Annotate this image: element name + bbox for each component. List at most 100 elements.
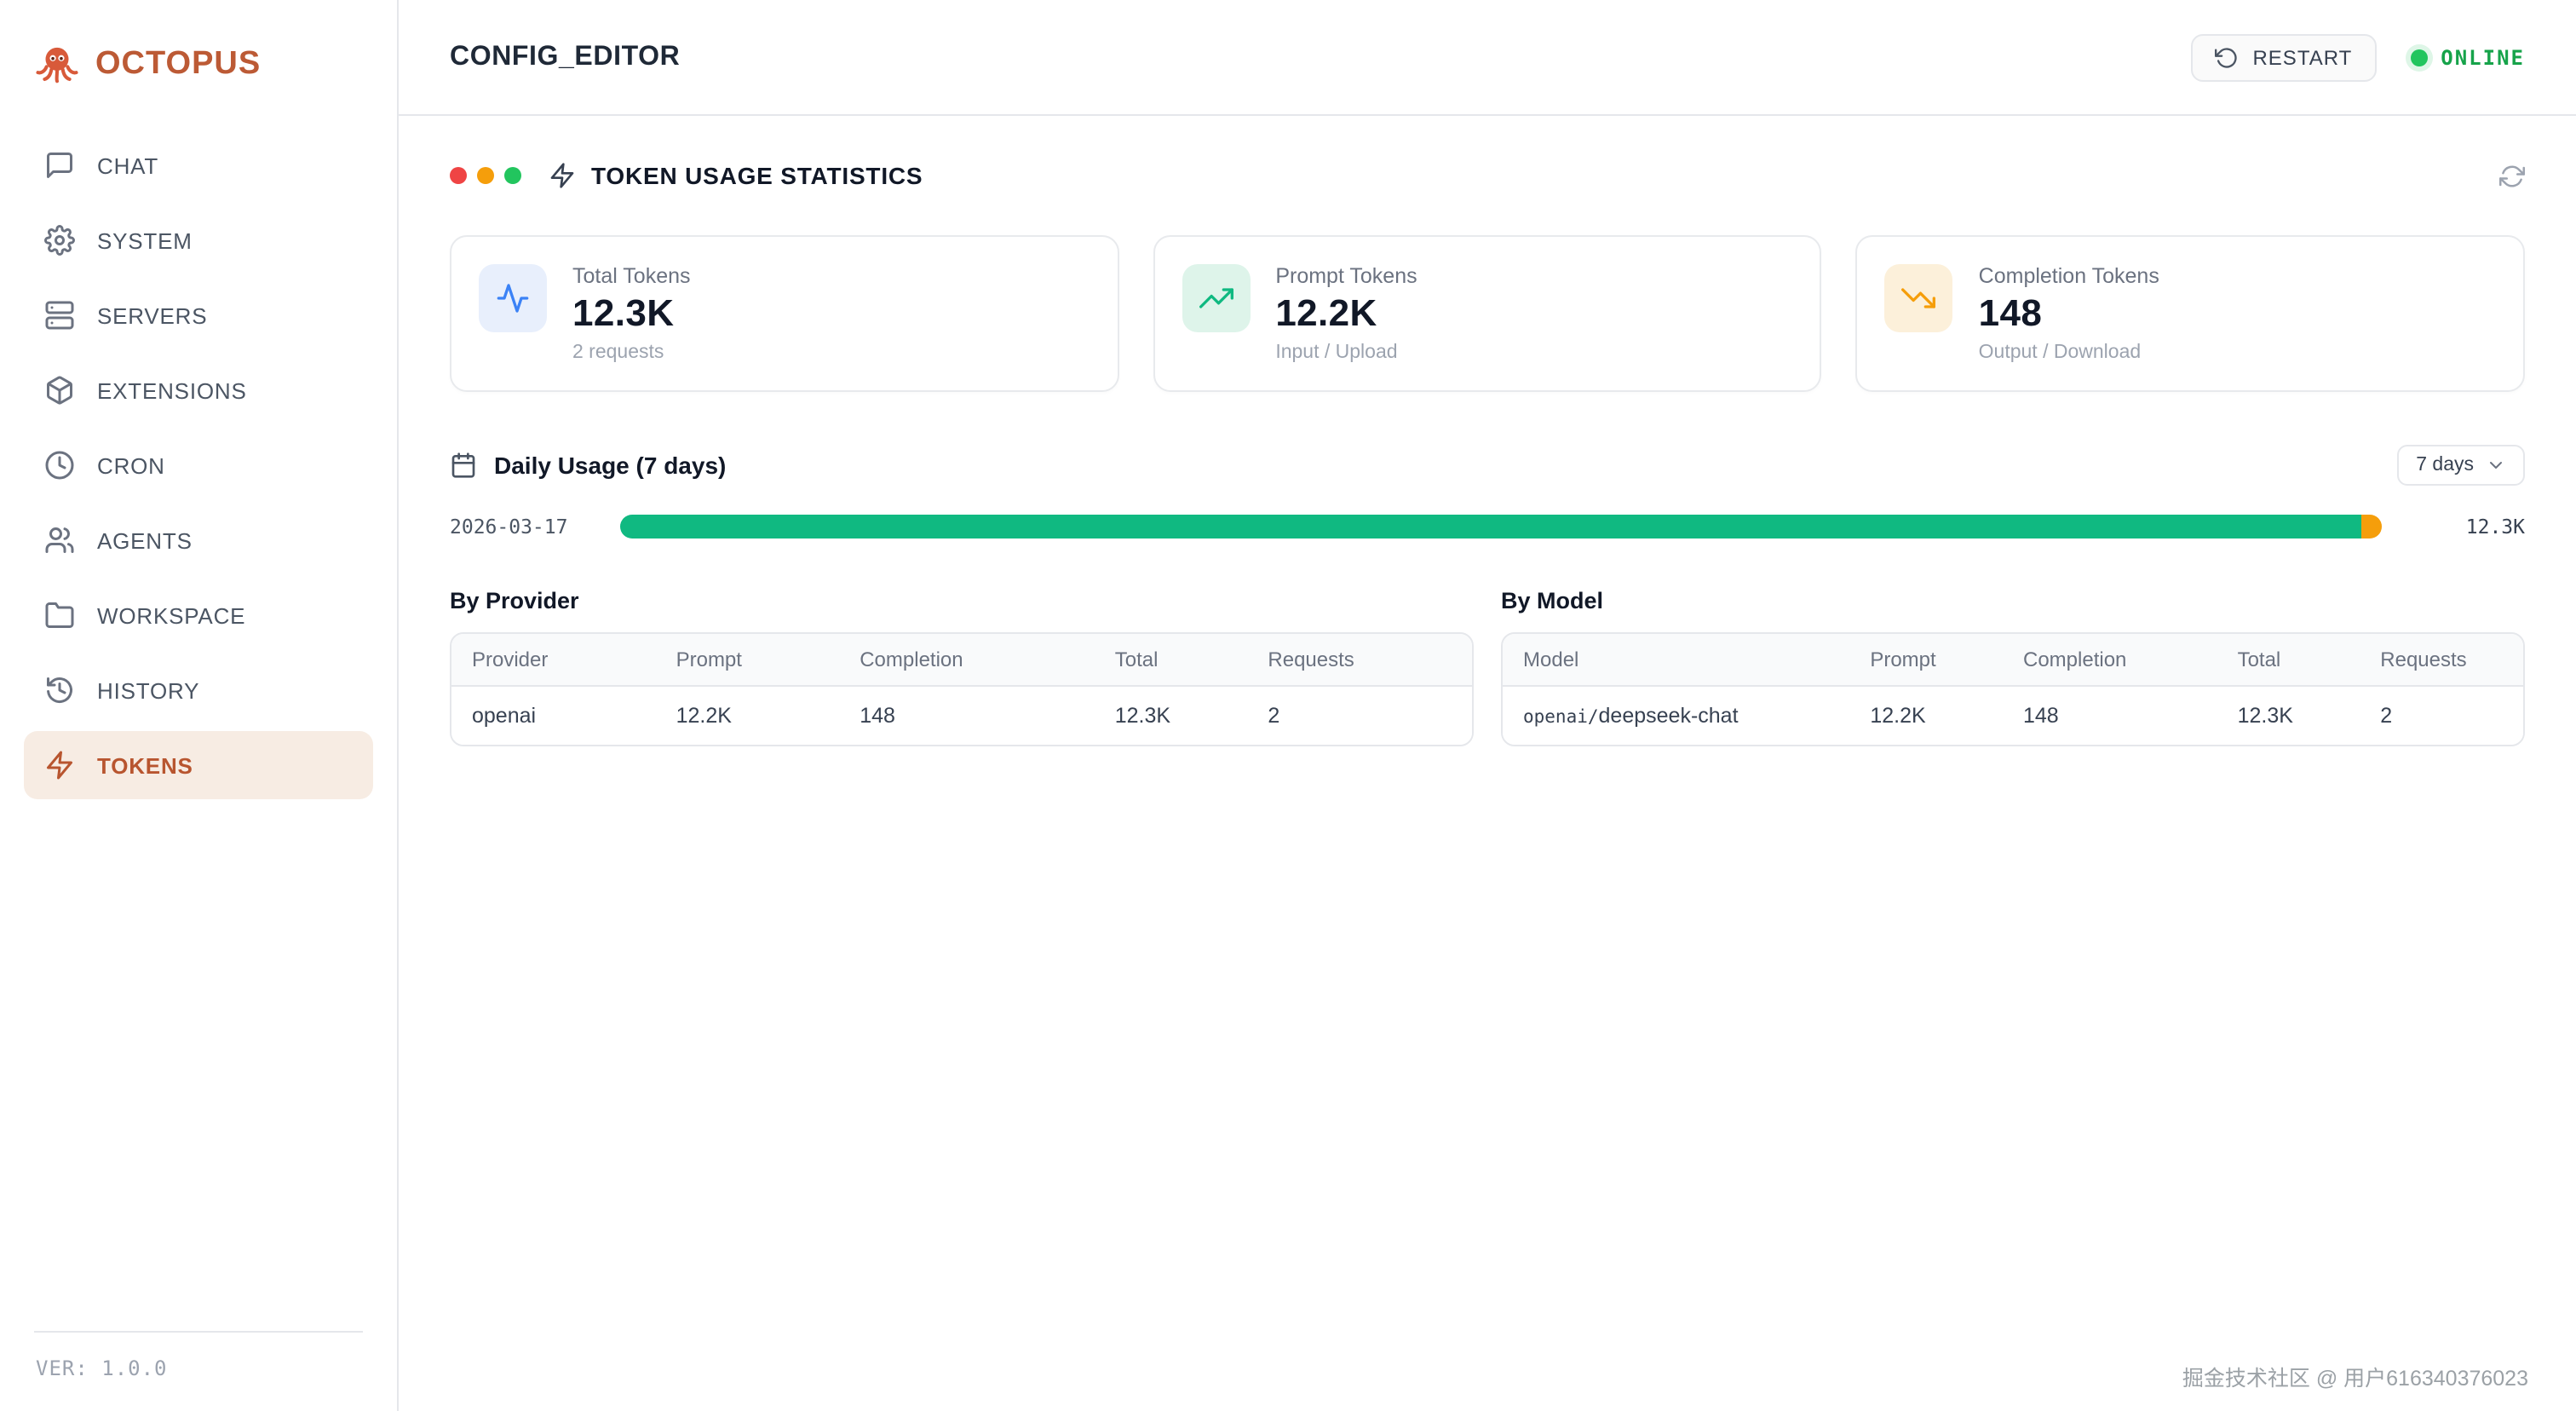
cell-total: 12.3K xyxy=(1094,686,1248,745)
calendar-icon xyxy=(450,452,477,479)
usage-bar xyxy=(620,515,2382,538)
model-provider-prefix: openai/ xyxy=(1523,707,1599,728)
traffic-dot-green-icon xyxy=(504,167,521,184)
cell-completion: 148 xyxy=(839,686,1095,745)
clock-icon xyxy=(44,450,75,481)
panel-header: TOKEN USAGE STATISTICS xyxy=(450,162,2525,189)
logo: OCTOPUS xyxy=(0,27,397,114)
stat-card-total-tokens: Total Tokens 12.3K 2 requests xyxy=(450,235,1119,392)
app-title: OCTOPUS xyxy=(95,45,262,81)
by-provider-table: Provider Prompt Completion Total Request… xyxy=(450,632,1474,746)
usage-bar-completion xyxy=(2360,515,2382,538)
activity-icon xyxy=(479,264,547,332)
cell-prompt: 12.2K xyxy=(655,686,840,745)
sidebar-item-chat[interactable]: CHAT xyxy=(24,131,373,199)
stat-cards: Total Tokens 12.3K 2 requests Prompt Tok… xyxy=(450,235,2525,392)
col-provider: Provider xyxy=(451,634,656,687)
col-total: Total xyxy=(1094,634,1248,687)
by-provider-title: By Provider xyxy=(450,588,579,613)
traffic-dot-red-icon xyxy=(450,167,467,184)
stat-card-body: Prompt Tokens 12.2K Input / Upload xyxy=(1275,264,1417,363)
col-requests: Requests xyxy=(1247,634,1472,687)
stat-card-body: Completion Tokens 148 Output / Download xyxy=(1979,264,2159,363)
col-model: Model xyxy=(1503,634,1850,687)
by-model-section: By Model Model Prompt Completion Total xyxy=(1501,588,2525,746)
package-icon xyxy=(44,375,75,406)
stat-value: 12.3K xyxy=(572,291,675,334)
sidebar-nav: CHAT SYSTEM SERVERS EXTENSIONS CRON AGEN… xyxy=(0,114,397,1331)
col-prompt: Prompt xyxy=(1849,634,2003,687)
version-label: VER: 1.0.0 xyxy=(36,1356,168,1380)
sidebar-item-system[interactable]: SYSTEM xyxy=(24,206,373,274)
by-model-title: By Model xyxy=(1501,588,1604,613)
sidebar-item-cron[interactable]: CRON xyxy=(24,431,373,499)
trending-down-icon xyxy=(1884,264,1953,332)
sidebar-item-agents[interactable]: AGENTS xyxy=(24,506,373,574)
stat-value: 12.2K xyxy=(1275,291,1377,334)
cell-total: 12.3K xyxy=(2217,686,2360,745)
sidebar-item-history[interactable]: HISTORY xyxy=(24,656,373,724)
content: TOKEN USAGE STATISTICS Total Tokens 12.3… xyxy=(399,116,2576,1411)
cell-prompt: 12.2K xyxy=(1849,686,2003,745)
topbar-actions: RESTART ONLINE xyxy=(2191,33,2525,81)
folder-icon xyxy=(44,600,75,631)
zap-icon xyxy=(44,750,75,780)
sidebar-item-label: SYSTEM xyxy=(97,227,193,253)
watermark: 掘金技术社区 @ 用户616340376023 xyxy=(2182,1367,2528,1391)
history-icon xyxy=(44,675,75,706)
by-provider-section: By Provider Provider Prompt Completion T… xyxy=(450,588,1474,746)
sidebar-item-label: CRON xyxy=(97,452,165,478)
sidebar-item-label: SERVERS xyxy=(97,302,208,328)
cell-completion: 148 xyxy=(2003,686,2217,745)
stat-sub: Input / Upload xyxy=(1275,343,1398,363)
panel-title: TOKEN USAGE STATISTICS xyxy=(591,162,923,189)
sidebar-item-extensions[interactable]: EXTENSIONS xyxy=(24,356,373,424)
col-total: Total xyxy=(2217,634,2360,687)
stat-card-completion-tokens: Completion Tokens 148 Output / Download xyxy=(1855,235,2525,392)
sidebar-item-label: TOKENS xyxy=(97,752,193,778)
usage-row: 2026-03-17 12.3K xyxy=(450,515,2525,538)
traffic-dot-yellow-icon xyxy=(477,167,494,184)
table-row: openai/deepseek-chat 12.2K 148 12.3K 2 xyxy=(1503,686,2523,745)
server-icon xyxy=(44,300,75,331)
restart-button[interactable]: RESTART xyxy=(2191,33,2377,81)
page-title: CONFIG_EDITOR xyxy=(450,42,681,71)
gear-icon xyxy=(44,225,75,256)
online-dot-icon xyxy=(2410,49,2428,66)
usage-bar-prompt xyxy=(620,515,2361,538)
sidebar-item-label: AGENTS xyxy=(97,527,193,553)
status-label: ONLINE xyxy=(2441,45,2525,69)
range-select[interactable]: 7 days xyxy=(2397,445,2525,486)
cell-requests: 2 xyxy=(1247,686,1472,745)
col-completion: Completion xyxy=(839,634,1095,687)
stat-card-prompt-tokens: Prompt Tokens 12.2K Input / Upload xyxy=(1153,235,1822,392)
sidebar-divider xyxy=(34,1331,363,1333)
stat-label: Prompt Tokens xyxy=(1275,264,1417,288)
trending-up-icon xyxy=(1182,264,1251,332)
table-header-row: Model Prompt Completion Total Requests xyxy=(1503,634,2523,687)
table-header-row: Provider Prompt Completion Total Request… xyxy=(451,634,1472,687)
stat-label: Completion Tokens xyxy=(1978,264,2159,288)
refresh-icon[interactable] xyxy=(2499,163,2525,188)
stat-sub: Output / Download xyxy=(1978,343,2142,363)
col-completion: Completion xyxy=(2003,634,2217,687)
by-model-table: Model Prompt Completion Total Requests o… xyxy=(1501,632,2525,746)
sidebar-item-label: EXTENSIONS xyxy=(97,377,247,403)
col-prompt: Prompt xyxy=(655,634,840,687)
chevron-down-icon xyxy=(2486,455,2506,475)
restart-icon xyxy=(2215,45,2239,69)
sidebar-item-tokens[interactable]: TOKENS xyxy=(24,731,373,799)
breakdown-tables: By Provider Provider Prompt Completion T… xyxy=(450,588,2525,746)
col-requests: Requests xyxy=(2360,634,2523,687)
sidebar-item-label: CHAT xyxy=(97,153,159,178)
sidebar: OCTOPUS CHAT SYSTEM SERVERS EXTENSIONS C… xyxy=(0,0,399,1411)
users-icon xyxy=(44,525,75,556)
stat-label: Total Tokens xyxy=(572,264,691,288)
chat-icon xyxy=(44,150,75,181)
daily-usage-header: Daily Usage (7 days) 7 days xyxy=(450,445,2525,486)
sidebar-item-workspace[interactable]: WORKSPACE xyxy=(24,581,373,649)
sidebar-item-servers[interactable]: SERVERS xyxy=(24,281,373,349)
stat-card-body: Total Tokens 12.3K 2 requests xyxy=(572,264,691,363)
stat-value: 148 xyxy=(1978,291,2043,334)
